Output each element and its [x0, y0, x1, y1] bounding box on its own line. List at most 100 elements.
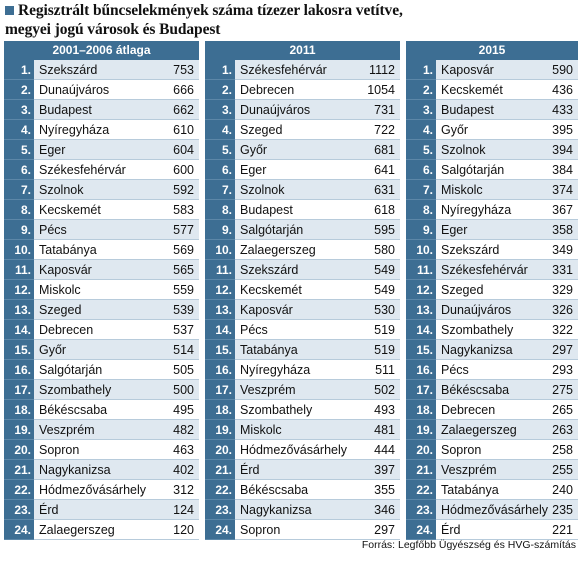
- city-cell: Érd 221: [436, 520, 578, 540]
- crime-rate-value: 331: [552, 262, 573, 277]
- table-row: 21. Érd 397: [205, 460, 400, 480]
- crime-rate-value: 397: [374, 462, 395, 477]
- city-name: Szekszárd: [240, 262, 299, 277]
- crime-rate-value: 530: [374, 302, 395, 317]
- table-row: 6. Salgótarján 384: [406, 160, 578, 180]
- city-name: Hódmezővásárhely: [441, 502, 548, 517]
- table-row: 24. Érd 221: [406, 520, 578, 540]
- table-row: 21. Veszprém 255: [406, 460, 578, 480]
- table-row: 7. Szolnok 631: [205, 180, 400, 200]
- table-row: 5. Győr 681: [205, 140, 400, 160]
- rank-cell: 15.: [205, 340, 235, 360]
- rank-cell: 16.: [205, 360, 235, 380]
- city-name: Veszprém: [39, 422, 95, 437]
- city-name: Székesfehérvár: [240, 62, 327, 77]
- table-row: 9. Pécs 577: [4, 220, 199, 240]
- rank-cell: 7.: [4, 180, 34, 200]
- rank-cell: 22.: [406, 480, 436, 500]
- city-cell: Szekszárd 753: [34, 60, 199, 80]
- crime-rate-value: 120: [173, 522, 194, 537]
- city-cell: Szolnok 631: [235, 180, 400, 200]
- city-cell: Kaposvár 565: [34, 260, 199, 280]
- rank-cell: 4.: [4, 120, 34, 140]
- table-row: 15. Győr 514: [4, 340, 199, 360]
- table-row: 1. Szekszárd 753: [4, 60, 199, 80]
- city-name: Érd: [441, 522, 461, 537]
- crime-rate-value: 493: [374, 402, 395, 417]
- city-cell: Szolnok 394: [436, 140, 578, 160]
- city-name: Veszprém: [441, 462, 497, 477]
- city-cell: Székesfehérvár 331: [436, 260, 578, 280]
- city-cell: Budapest 662: [34, 100, 199, 120]
- table-row: 8. Nyíregyháza 367: [406, 200, 578, 220]
- crime-rate-value: 482: [173, 422, 194, 437]
- city-name: Szeged: [39, 302, 82, 317]
- city-name: Tatabánya: [441, 482, 499, 497]
- ranking-table: 2001–2006 átlaga 1. Szekszárd 753 2. Dunaújvá…: [4, 41, 578, 540]
- table-row: 12. Szeged 329: [406, 280, 578, 300]
- city-name: Székesfehérvár: [441, 262, 528, 277]
- crime-rate-value: 355: [374, 482, 395, 497]
- city-name: Pécs: [240, 322, 268, 337]
- city-cell: Szekszárd 549: [235, 260, 400, 280]
- table-row: 11. Székesfehérvár 331: [406, 260, 578, 280]
- table-row: 19. Zalaegerszeg 263: [406, 420, 578, 440]
- city-cell: Szeged 539: [34, 300, 199, 320]
- crime-rate-value: 505: [173, 362, 194, 377]
- rank-cell: 1.: [4, 60, 34, 80]
- city-cell: Székesfehérvár 1112: [235, 60, 400, 80]
- table-row: 16. Pécs 293: [406, 360, 578, 380]
- crime-rate-value: 618: [374, 202, 395, 217]
- crime-rate-value: 595: [374, 222, 395, 237]
- table-column: 2011 1. Székesfehérvár 1112 2. Debrecen 1054 3.…: [205, 41, 400, 540]
- rank-cell: 1.: [205, 60, 235, 80]
- city-name: Békéscsaba: [240, 482, 309, 497]
- table-row: 20. Sopron 258: [406, 440, 578, 460]
- crime-rate-value: 604: [173, 142, 194, 157]
- crime-rate-value: 722: [374, 122, 395, 137]
- crime-rate-value: 753: [173, 62, 194, 77]
- city-name: Szekszárd: [39, 62, 98, 77]
- city-cell: Budapest 433: [436, 100, 578, 120]
- crime-rate-value: 600: [173, 162, 194, 177]
- city-cell: Eger 641: [235, 160, 400, 180]
- crime-rate-value: 641: [374, 162, 395, 177]
- city-name: Békéscsaba: [441, 382, 510, 397]
- crime-rate-value: 297: [552, 342, 573, 357]
- page-title: Regisztrált bűncselekmények száma tízeze…: [18, 1, 403, 19]
- table-row: 20. Hódmezővásárhely 444: [205, 440, 400, 460]
- rank-cell: 2.: [4, 80, 34, 100]
- rank-cell: 4.: [205, 120, 235, 140]
- crime-rate-value: 329: [552, 282, 573, 297]
- city-cell: Pécs 519: [235, 320, 400, 340]
- rank-cell: 6.: [406, 160, 436, 180]
- city-name: Kaposvár: [240, 302, 293, 317]
- crime-rate-value: 293: [552, 362, 573, 377]
- table-row: 9. Salgótarján 595: [205, 220, 400, 240]
- rank-cell: 22.: [205, 480, 235, 500]
- crime-rate-value: 349: [552, 242, 573, 257]
- table-row: 24. Zalaegerszeg 120: [4, 520, 199, 540]
- page-subtitle: megyei jogú városok és Budapest: [5, 20, 221, 38]
- city-name: Salgótarján: [441, 162, 505, 177]
- city-name: Győr: [240, 142, 268, 157]
- crime-rate-value: 124: [173, 502, 194, 517]
- rank-cell: 19.: [205, 420, 235, 440]
- rank-cell: 1.: [406, 60, 436, 80]
- table-row: 24. Sopron 297: [205, 520, 400, 540]
- city-cell: Érd 397: [235, 460, 400, 480]
- title-block: Regisztrált bűncselekmények száma tízeze…: [5, 1, 575, 39]
- rank-cell: 18.: [406, 400, 436, 420]
- title-line-1: Regisztrált bűncselekmények száma tízeze…: [5, 1, 575, 20]
- table-row: 16. Nyíregyháza 511: [205, 360, 400, 380]
- city-cell: Kaposvár 530: [235, 300, 400, 320]
- city-name: Szekszárd: [441, 242, 500, 257]
- table-row: 12. Miskolc 559: [4, 280, 199, 300]
- table-row: 14. Pécs 519: [205, 320, 400, 340]
- table-row: 1. Székesfehérvár 1112: [205, 60, 400, 80]
- city-cell: Debrecen 265: [436, 400, 578, 420]
- crime-rate-value: 463: [173, 442, 194, 457]
- crime-rate-value: 263: [552, 422, 573, 437]
- rank-cell: 15.: [406, 340, 436, 360]
- rank-cell: 24.: [406, 520, 436, 540]
